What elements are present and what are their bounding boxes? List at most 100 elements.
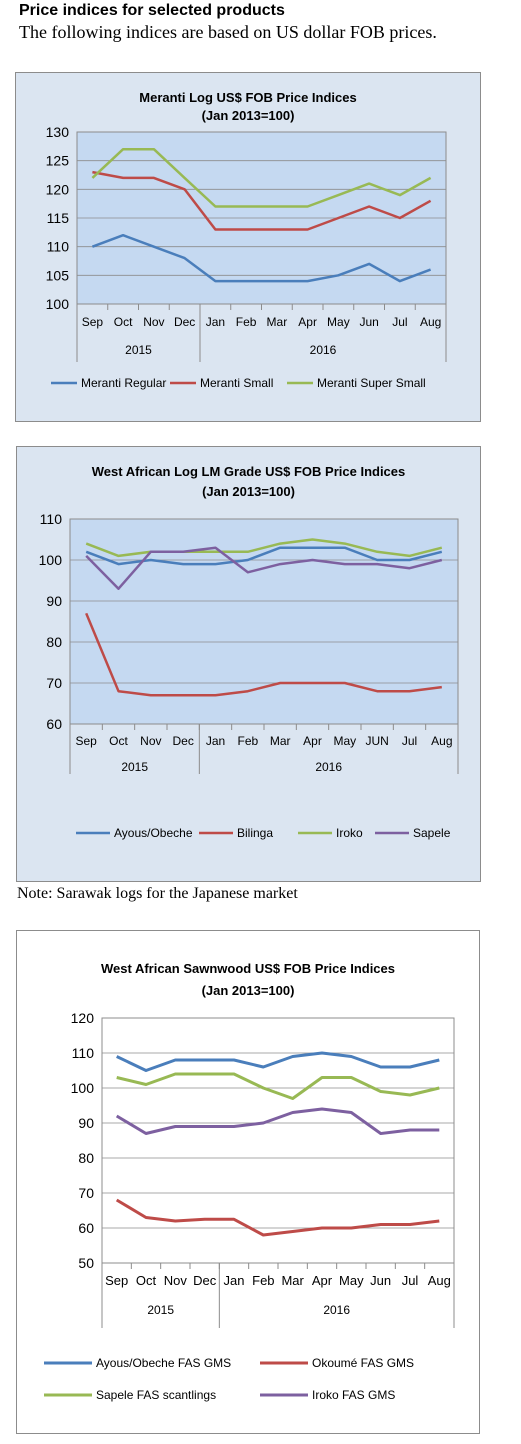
legend-label: Meranti Regular <box>81 376 166 390</box>
x-tick-label: Jul <box>402 734 417 748</box>
series-line-3 <box>116 1072 440 1100</box>
x-tick-label: May <box>327 315 350 329</box>
west-african-sawnwood-chart: West African Sawnwood US$ FOB Price Indi… <box>16 930 480 1434</box>
note-text: Note: Sarawak logs for the Japanese mark… <box>17 885 298 902</box>
x-tick-label: Mar <box>267 315 288 329</box>
chart-title: Meranti Log US$ FOB Price Indices <box>139 90 356 105</box>
y-tick-label: 100 <box>46 296 70 312</box>
plot-area <box>101 1017 455 1264</box>
y-tick-label: 100 <box>71 1080 95 1096</box>
y-tick-label: 110 <box>72 1045 95 1061</box>
legend-label: Ayous/Obeche FAS GMS <box>96 1356 231 1370</box>
y-tick-label: 115 <box>47 210 70 226</box>
chart-subtitle: (Jan 2013=100) <box>202 983 295 998</box>
x-tick-label: Mar <box>270 734 291 748</box>
series-line-4 <box>85 546 443 590</box>
y-tick-label: 105 <box>46 267 70 283</box>
x-tick-label: Jan <box>206 734 225 748</box>
series-line-3 <box>85 538 443 558</box>
page-heading: Price indices for selected products <box>19 2 285 19</box>
legend-label: Okoumé FAS GMS <box>312 1356 414 1370</box>
chart-panel-west-african-sawnwood: West African Sawnwood US$ FOB Price Indi… <box>16 930 480 1434</box>
x-tick-label: Nov <box>164 1273 188 1288</box>
x-tick-label: Nov <box>143 315 164 329</box>
x-tick-label: Aug <box>431 734 452 748</box>
chart-panel-west-african-log: West African Log LM Grade US$ FOB Price … <box>16 446 481 882</box>
y-tick-label: 50 <box>78 1255 94 1271</box>
x-tick-label: JUN <box>365 734 388 748</box>
y-tick-label: 100 <box>39 552 63 568</box>
page-subheading: The following indices are based on US do… <box>19 22 437 42</box>
series-line-1 <box>91 233 432 283</box>
x-tick-label: Sep <box>105 1273 128 1288</box>
legend-label: Ayous/Obeche <box>114 826 193 840</box>
meranti-chart: Meranti Log US$ FOB Price Indices (Jan 20… <box>15 72 481 422</box>
series-line-2 <box>92 170 432 231</box>
chart-subtitle: (Jan 2013=100) <box>202 484 295 499</box>
x-tick-label: Oct <box>136 1273 157 1288</box>
y-tick-label: 125 <box>46 153 70 169</box>
x-tick-label: Sep <box>75 734 97 748</box>
chart-panel-meranti: Meranti Log US$ FOB Price Indices (Jan 20… <box>15 72 481 422</box>
x-tick-label: Feb <box>252 1273 274 1288</box>
year-label: 2016 <box>315 760 342 774</box>
x-tick-label: May <box>339 1273 364 1288</box>
legend-label: Iroko <box>336 826 363 840</box>
x-tick-label: Oct <box>114 315 133 329</box>
y-tick-label: 90 <box>46 593 62 609</box>
x-tick-label: Apr <box>298 315 317 329</box>
x-tick-label: Nov <box>140 734 161 748</box>
y-tick-label: 120 <box>71 1010 95 1026</box>
x-tick-label: Jan <box>206 315 225 329</box>
series-line-3 <box>91 147 432 208</box>
y-tick-label: 80 <box>78 1150 94 1166</box>
x-tick-label: Feb <box>236 315 257 329</box>
x-tick-label: Apr <box>303 734 322 748</box>
y-tick-label: 70 <box>78 1185 94 1201</box>
x-tick-label: Aug <box>420 315 441 329</box>
chart-title: West African Sawnwood US$ FOB Price Indi… <box>101 961 395 976</box>
year-label: 2016 <box>310 343 337 357</box>
y-tick-label: 130 <box>46 124 70 140</box>
y-tick-label: 60 <box>78 1220 94 1236</box>
y-tick-label: 110 <box>40 511 63 527</box>
legend-label: Sapele FAS scantlings <box>96 1388 216 1402</box>
west-african-log-chart: West African Log LM Grade US$ FOB Price … <box>16 446 481 882</box>
x-tick-label: Feb <box>237 734 258 748</box>
legend-label: Sapele <box>413 826 451 840</box>
y-tick-label: 60 <box>46 716 62 732</box>
legend-label: Meranti Small <box>200 376 273 390</box>
legend-label: Iroko FAS GMS <box>312 1388 395 1402</box>
x-tick-label: Apr <box>312 1273 333 1288</box>
x-tick-label: Jul <box>392 315 407 329</box>
x-tick-label: Jul <box>402 1273 419 1288</box>
x-tick-label: Aug <box>428 1273 451 1288</box>
y-tick-label: 80 <box>46 634 62 650</box>
y-tick-label: 90 <box>78 1115 94 1131</box>
x-tick-label: Jun <box>359 315 378 329</box>
x-tick-label: Oct <box>109 734 128 748</box>
x-tick-label: Dec <box>174 315 195 329</box>
year-label: 2015 <box>125 343 152 357</box>
series-line-2 <box>85 612 442 697</box>
year-label: 2016 <box>323 1303 350 1317</box>
series-line-2 <box>115 1198 440 1237</box>
chart-title: West African Log LM Grade US$ FOB Price … <box>92 464 406 479</box>
series-line-4 <box>115 1107 440 1135</box>
y-tick-label: 110 <box>47 239 70 255</box>
x-tick-label: Mar <box>281 1273 304 1288</box>
y-tick-label: 70 <box>46 675 62 691</box>
x-tick-label: Jun <box>370 1273 391 1288</box>
series-line-1 <box>85 546 443 566</box>
x-tick-label: Jan <box>224 1273 245 1288</box>
legend-label: Bilinga <box>237 826 273 840</box>
x-tick-label: Dec <box>172 734 193 748</box>
x-tick-label: May <box>333 734 356 748</box>
y-tick-label: 120 <box>46 181 70 197</box>
x-tick-label: Dec <box>193 1273 217 1288</box>
legend-label: Meranti Super Small <box>317 376 426 390</box>
year-label: 2015 <box>147 1303 174 1317</box>
x-tick-label: Sep <box>82 315 104 329</box>
chart-subtitle: (Jan 2013=100) <box>202 108 295 123</box>
year-label: 2015 <box>121 760 148 774</box>
